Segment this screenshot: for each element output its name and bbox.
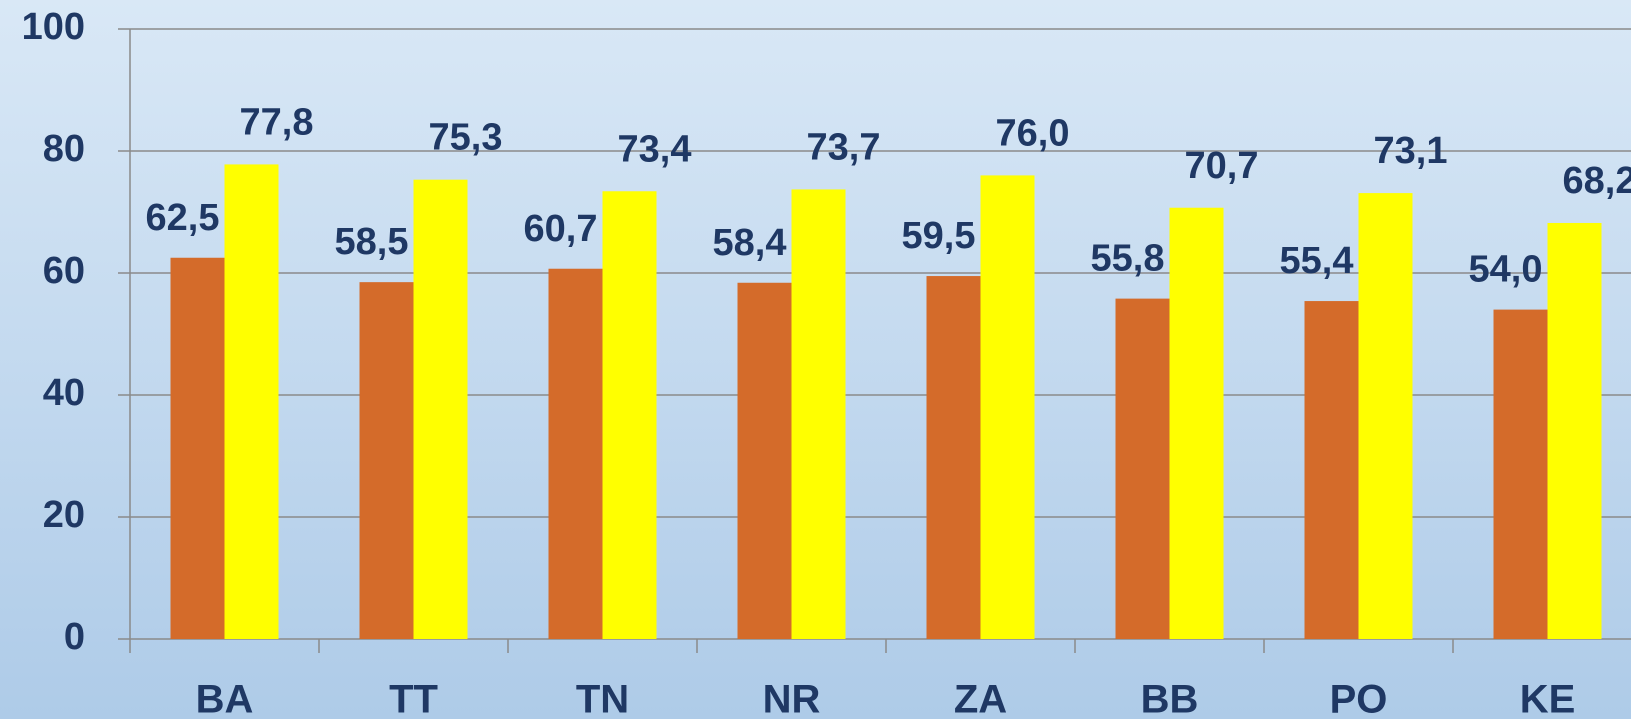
y-tick-label: 60 [43, 250, 85, 292]
value-label: 55,4 [1280, 240, 1354, 282]
value-label: 68,2 [1563, 160, 1631, 202]
y-tick-label: 40 [43, 372, 85, 414]
x-tick-label: TT [389, 678, 438, 719]
bar [1358, 193, 1413, 639]
value-label: 70,7 [1185, 145, 1259, 187]
y-tick-label: 0 [64, 616, 85, 658]
bar [413, 179, 468, 640]
value-label: 59,5 [902, 215, 976, 257]
x-tick-label: ZA [954, 678, 1007, 719]
bar [359, 282, 414, 639]
bar [1115, 298, 1170, 639]
value-label: 58,4 [713, 222, 787, 264]
x-tick-label: BA [196, 678, 254, 719]
value-label: 54,0 [1469, 249, 1543, 291]
value-label: 55,8 [1091, 238, 1165, 280]
bar [926, 276, 981, 639]
bar [737, 282, 792, 639]
bar [1547, 222, 1602, 640]
bar [170, 257, 225, 639]
value-label: 77,8 [240, 101, 314, 143]
x-tick-label: KE [1520, 678, 1576, 719]
value-label: 73,7 [807, 126, 881, 168]
value-label: 76,0 [996, 112, 1070, 154]
x-tick-label: BB [1141, 678, 1199, 719]
bar [224, 164, 279, 640]
y-tick-label: 20 [43, 494, 85, 536]
bar [602, 191, 657, 639]
bar [791, 189, 846, 639]
value-label: 58,5 [335, 221, 409, 263]
bar [1304, 301, 1359, 639]
bar [548, 268, 603, 639]
bar [980, 175, 1035, 639]
bar [1169, 207, 1224, 640]
value-label: 73,1 [1374, 130, 1448, 172]
value-label: 75,3 [429, 117, 503, 159]
bar [1493, 309, 1548, 639]
y-tick-label: 100 [22, 6, 85, 48]
x-tick-label: PO [1330, 678, 1388, 719]
x-tick-label: NR [763, 678, 821, 719]
x-tick-label: TN [576, 678, 629, 719]
value-label: 60,7 [524, 208, 598, 250]
y-tick-label: 80 [43, 128, 85, 170]
value-label: 62,5 [146, 197, 220, 239]
value-label: 73,4 [618, 128, 692, 170]
